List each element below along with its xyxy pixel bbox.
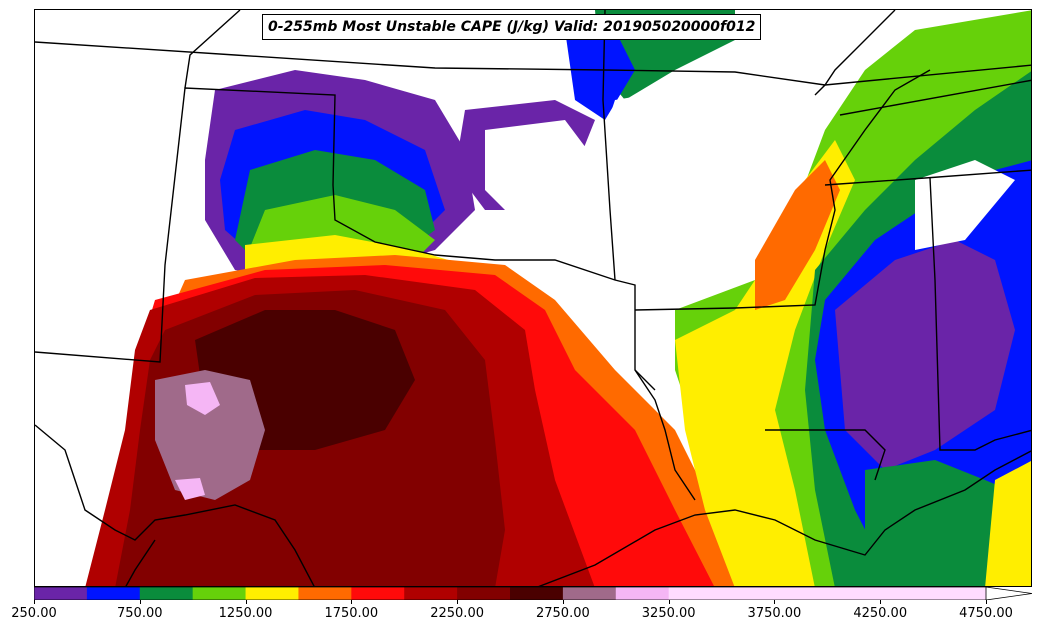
colorbar-tick-label: 4750.00 (959, 606, 1013, 621)
map-panel (34, 9, 1032, 587)
colorbar-swatch (86, 587, 141, 600)
colorbar-swatch (827, 587, 881, 600)
map-title: 0-255mb Most Unstable CAPE (J/kg) Valid:… (262, 14, 762, 40)
colorbar-swatch (245, 587, 299, 600)
colorbar-tick-mark (986, 600, 987, 604)
colorbar-extend-triangle (985, 587, 1032, 600)
colorbar-tick-label: 250.00 (11, 606, 57, 621)
colorbar-tick-label: 4250.00 (853, 606, 908, 621)
colorbar-tick-label: 3750.00 (747, 606, 802, 621)
colorbar-tick-mark (774, 600, 776, 604)
colorbar-tick-mark (34, 600, 35, 604)
cape-contour-white-east (915, 160, 1015, 250)
colorbar-tick-mark (245, 600, 247, 604)
colorbar-swatch (351, 587, 405, 600)
colorbar-tick-mark (668, 600, 670, 604)
colorbar (34, 587, 1032, 600)
state-borders (35, 10, 1031, 481)
colorbar-swatch (880, 587, 934, 600)
colorbar-tick-label: 2250.00 (430, 606, 484, 621)
colorbar-tick-mark (351, 600, 353, 604)
colorbar-tick-label: 1250.00 (218, 606, 273, 621)
colorbar-swatch (721, 587, 775, 600)
cape-contour-mauve (155, 370, 265, 500)
colorbar-tick-label: 3250.00 (641, 606, 696, 621)
colorbar-tick-mark (457, 600, 459, 604)
colorbar-swatch (192, 587, 247, 600)
colorbar-swatch (615, 587, 670, 600)
colorbar-swatch (139, 587, 194, 600)
colorbar-swatch (298, 587, 352, 600)
colorbar-tick-mark (562, 600, 564, 604)
cape-contour-pink-small (175, 478, 205, 500)
colorbar-swatch (404, 587, 458, 600)
colorbar-swatch (562, 587, 617, 600)
colorbar-swatch (34, 587, 88, 600)
cape-contour-blue-north (565, 30, 635, 120)
colorbar-tick-label: 2750.00 (535, 606, 590, 621)
colorbar-tick-label: 1750.00 (324, 606, 379, 621)
coastline (35, 369, 1031, 586)
cape-map (35, 10, 1031, 586)
cape-contour-pink (185, 382, 220, 415)
colorbar-tick-mark (139, 600, 141, 604)
colorbar-swatch (774, 587, 828, 600)
colorbar-swatch (933, 587, 987, 600)
colorbar-tick-mark (880, 600, 882, 604)
colorbar-tick-label: 750.00 (117, 606, 163, 621)
colorbar-swatch (510, 587, 564, 600)
colorbar-swatch (457, 587, 511, 600)
colorbar-swatch (668, 587, 723, 600)
cape-contour-yellow-gulf (985, 461, 1031, 586)
cape-contour-orange-east (755, 160, 840, 310)
cape-contour-white-nc (485, 120, 595, 220)
cape-contour-purple-east (835, 240, 1015, 470)
